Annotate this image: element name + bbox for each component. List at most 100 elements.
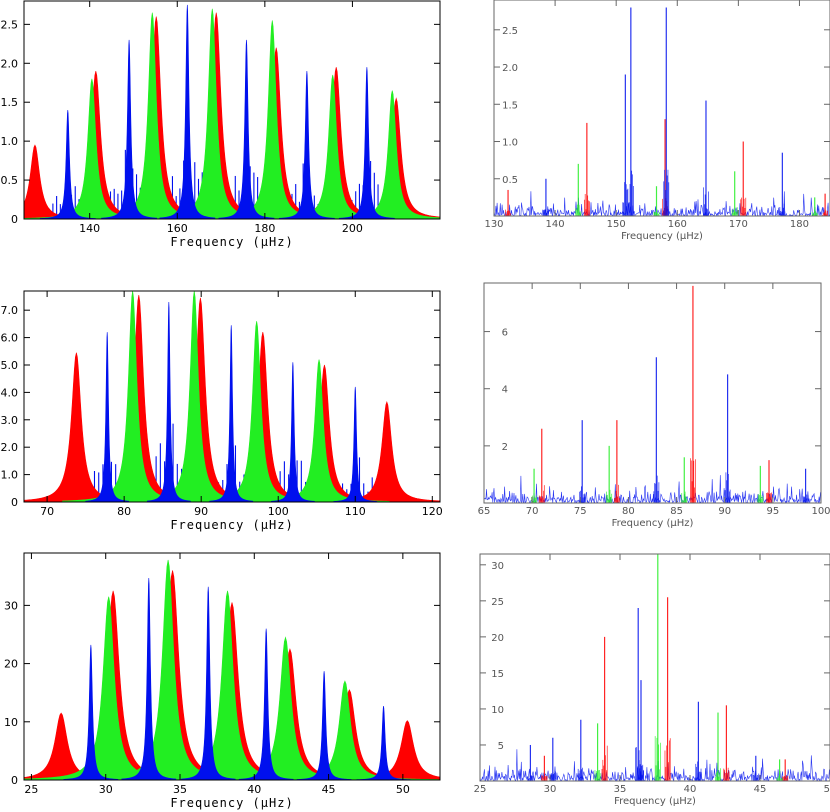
y-tick-label: 2.0 [502, 63, 518, 74]
chart-panel-left-2: 70 80 90 100 110 120 0 1.0 2.0 3.0 4.0 5.0 6.0 7.0 Fre… [1, 290, 443, 532]
y-tick-label: 6 [502, 328, 508, 339]
peak-blue-5 [338, 67, 395, 219]
x-tick-label: 90 [194, 505, 208, 518]
peak-blue-4 [296, 671, 352, 780]
x-tick-label: 100 [268, 505, 289, 518]
x-tick-label: 160 [167, 222, 188, 235]
x-tick-label: 80 [622, 506, 635, 517]
y-tick-label: 2 [502, 442, 508, 453]
y-tick-label: 1.0 [1, 469, 19, 482]
y-tick-label: 2.0 [1, 441, 19, 454]
peak-blue-2 [159, 4, 216, 219]
x-axis-label: Frequency (μHz) [170, 235, 293, 249]
x-tick-label: 130 [484, 219, 503, 230]
axes-frame [23, 0, 441, 220]
x-tick-label: 35 [173, 783, 187, 796]
y-tick-label: 1.5 [1, 96, 19, 109]
plot-area [484, 285, 821, 503]
x-tick-label: 160 [668, 219, 687, 230]
x-tick-label: 90 [718, 506, 731, 517]
x-tick-label: 95 [766, 506, 779, 517]
x-tick-label: 25 [24, 783, 38, 796]
x-tick-label: 170 [729, 219, 748, 230]
x-axis-label: Frequency (μHz) [614, 796, 696, 807]
y-tick-label: 0.5 [1, 174, 19, 187]
y-tick-label: 1.0 [502, 138, 518, 149]
plot-area [494, 7, 830, 216]
x-tick-label: 70 [526, 506, 539, 517]
axes-frame [483, 282, 822, 504]
x-tick-label: 80 [117, 505, 131, 518]
y-tick-label: 0 [11, 213, 18, 226]
peak-blue-1 [121, 578, 177, 780]
y-tick-label: 25 [491, 597, 504, 608]
peak-blue-0 [85, 332, 130, 502]
y-tick-label: 7.0 [1, 304, 19, 317]
x-axis-label: Frequency (μHz) [612, 518, 694, 529]
x-tick-label: 100 [811, 506, 830, 517]
chart-panel-left-3: 25 30 35 40 45 50 0 10 20 30 Frequency (μHz) [4, 552, 441, 810]
x-tick-label: 30 [99, 783, 113, 796]
noise-line [494, 191, 830, 216]
y-tick-label: 1.5 [502, 100, 518, 111]
x-tick-label: 30 [544, 784, 557, 795]
y-tick-label: 2.5 [502, 26, 518, 37]
y-tick-label: 30 [4, 599, 18, 612]
x-tick-label: 85 [670, 506, 683, 517]
y-tick-label: 5 [498, 741, 504, 752]
y-tick-label: 2.5 [1, 18, 19, 31]
y-tick-label: 2.0 [1, 57, 19, 70]
peak-blue-2 [209, 325, 254, 502]
axes-frame [493, 0, 830, 217]
axes-frame [479, 553, 830, 782]
x-tick-label: 45 [754, 784, 767, 795]
x-tick-label: 140 [79, 222, 100, 235]
x-tick-label: 200 [342, 222, 363, 235]
chart-panel-right-2: 65 70 75 80 85 90 95 100 2 4 6 Frequency (μHz) [478, 282, 830, 529]
peak-blue-4 [333, 386, 378, 502]
x-axis-label: Frequency (μHz) [621, 231, 703, 242]
x-axis-label: Frequency (μHz) [170, 796, 293, 810]
y-tick-label: 6.0 [1, 332, 19, 345]
peak-blue-0 [39, 109, 96, 219]
plot-area [24, 559, 440, 780]
chart-panel-right-1: 130 140 150 160 170 180 0.5 1.0 1.5 2.0 2.5 Frequen… [484, 0, 830, 242]
x-tick-label: 120 [422, 505, 443, 518]
peak-blue-4 [278, 71, 335, 219]
x-tick-label: 140 [546, 219, 565, 230]
x-tick-label: 50 [396, 783, 410, 796]
chart-panel-right-3: 25 30 35 40 45 50 5 10 15 20 25 30 Frequency (μHz) [474, 553, 830, 807]
y-tick-label: 10 [491, 705, 504, 716]
x-tick-label: 40 [684, 784, 697, 795]
y-tick-label: 30 [491, 561, 504, 572]
axes-frame [23, 290, 441, 503]
x-tick-label: 25 [474, 784, 487, 795]
x-tick-label: 150 [607, 219, 626, 230]
peak-blue-0 [63, 644, 119, 780]
x-tick-label: 65 [478, 506, 491, 517]
axes-frame [23, 552, 441, 781]
x-tick-label: 50 [824, 784, 830, 795]
peak-blue-1 [146, 301, 191, 502]
y-tick-label: 10 [4, 716, 18, 729]
peak-blue-1 [101, 39, 157, 219]
x-tick-label: 180 [790, 219, 809, 230]
noise-spectrum [494, 191, 830, 216]
plot-area [24, 291, 440, 502]
plot-area [24, 4, 440, 219]
chart-panel-left-1: 140 160 180 200 0 0.5 1.0 1.5 2.0 2.5 Frequency (μ… [1, 0, 441, 249]
y-tick-label: 5.0 [1, 359, 19, 372]
x-tick-label: 70 [40, 505, 54, 518]
plot-area [480, 554, 830, 781]
y-tick-label: 20 [491, 633, 504, 644]
peak-blue-2 [180, 586, 236, 780]
y-tick-label: 0 [11, 496, 18, 509]
y-tick-label: 4.0 [1, 386, 19, 399]
y-tick-label: 0 [11, 774, 18, 787]
y-tick-label: 1.0 [1, 135, 19, 148]
x-tick-label: 35 [614, 784, 627, 795]
x-tick-label: 45 [322, 783, 336, 796]
y-tick-label: 20 [4, 658, 18, 671]
x-tick-label: 75 [574, 506, 587, 517]
